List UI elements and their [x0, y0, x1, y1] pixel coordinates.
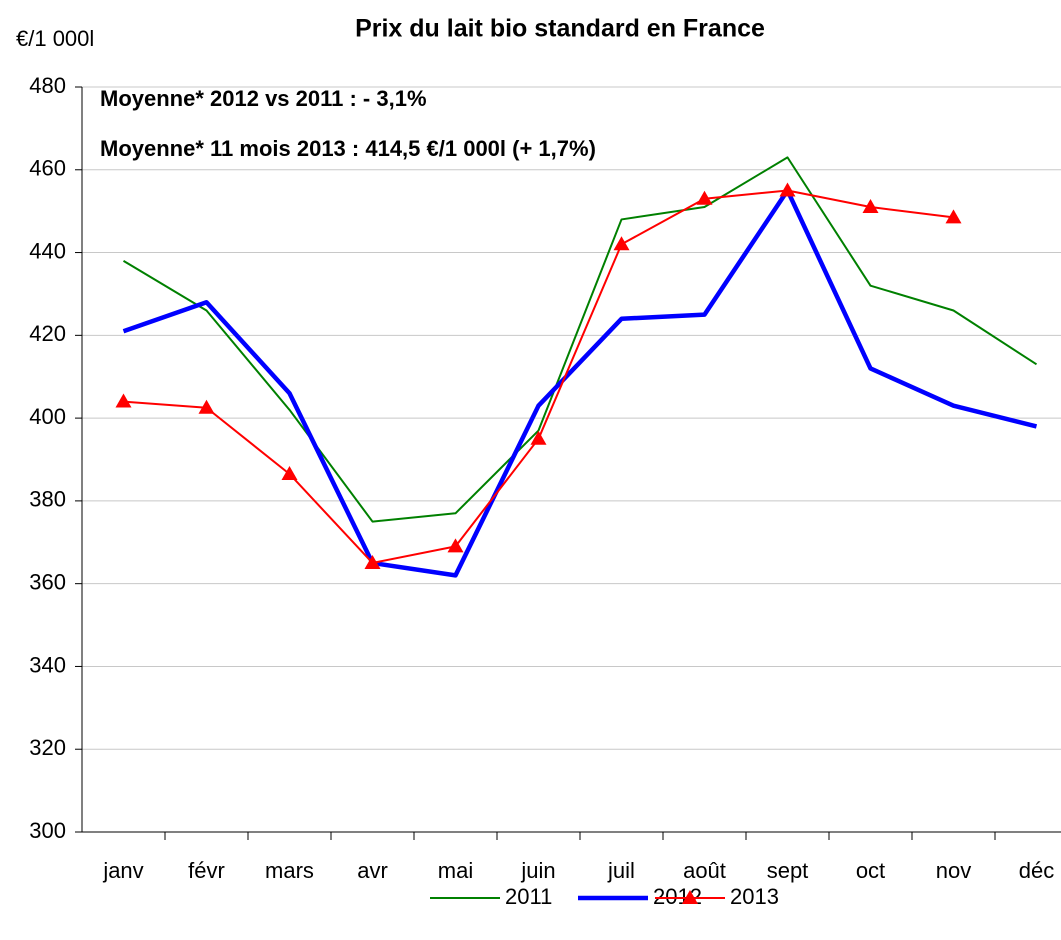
x-tick-label: juil — [607, 858, 635, 883]
legend-marker — [682, 890, 698, 904]
marker — [862, 199, 879, 214]
series-line — [122, 188, 1038, 578]
y-tick-label: 320 — [29, 735, 66, 760]
marker — [945, 209, 962, 224]
legend-label: 2012 — [653, 884, 702, 909]
x-tick-label: févr — [188, 858, 225, 883]
annotation: Moyenne* 11 mois 2013 : 414,5 €/1 000l (… — [100, 136, 596, 161]
y-tick-label: 420 — [29, 321, 66, 346]
y-tick-label: 460 — [29, 156, 66, 181]
annotation: Moyenne* 2012 vs 2011 : - 3,1% — [100, 86, 427, 111]
marker — [530, 430, 547, 445]
x-tick-label: déc — [1019, 858, 1054, 883]
y-tick-label: 340 — [29, 652, 66, 677]
y-tick-label: 400 — [29, 404, 66, 429]
marker — [364, 554, 381, 569]
marker — [613, 236, 630, 251]
x-tick-label: janv — [102, 858, 143, 883]
y-tick-label: 300 — [29, 818, 66, 843]
y-tick-label: 360 — [29, 569, 66, 594]
y-tick-label: 480 — [29, 73, 66, 98]
x-tick-label: nov — [936, 858, 971, 883]
marker — [779, 182, 796, 197]
marker — [696, 190, 713, 205]
legend-label: 2011 — [505, 884, 552, 909]
x-tick-label: avr — [357, 858, 388, 883]
marker — [447, 538, 464, 553]
x-tick-label: sept — [767, 858, 809, 883]
marker — [115, 393, 132, 408]
x-tick-label: oct — [856, 858, 885, 883]
series-line — [122, 156, 1038, 523]
series-line — [123, 189, 954, 564]
chart-title: Prix du lait bio standard en France — [355, 15, 765, 43]
marker — [198, 399, 215, 414]
y-axis-label: €/1 000l — [16, 26, 94, 51]
legend-label: 2013 — [730, 884, 779, 909]
marker — [281, 465, 298, 480]
y-tick-label: 440 — [29, 238, 66, 263]
x-tick-label: août — [683, 858, 726, 883]
y-tick-label: 380 — [29, 487, 66, 512]
x-tick-label: juin — [520, 858, 555, 883]
x-tick-label: mai — [438, 858, 473, 883]
x-tick-label: mars — [265, 858, 314, 883]
